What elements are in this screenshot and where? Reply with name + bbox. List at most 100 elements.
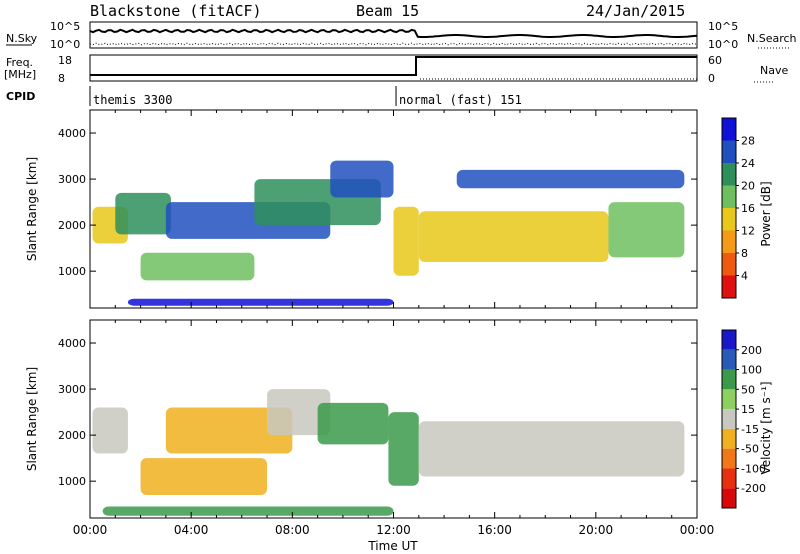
colorbar-segment bbox=[722, 118, 736, 141]
colorbar-tick-label: 200 bbox=[741, 344, 762, 357]
colorbar-tick-label: -50 bbox=[741, 443, 759, 456]
nsearch-tick-bottom: 10^0 bbox=[708, 38, 738, 51]
colorbar-segment bbox=[722, 409, 736, 429]
cpid-segment-label: normal (fast) 151 bbox=[399, 93, 522, 107]
colorbar-tick-label: 12 bbox=[741, 225, 755, 238]
colorbar-tick-label: 24 bbox=[741, 157, 755, 170]
freq-unit-label: [MHz] bbox=[4, 68, 36, 81]
nsky-trace bbox=[89, 28, 698, 46]
x-tick-label: 08:00 bbox=[275, 523, 310, 537]
y-tick-label: 3000 bbox=[58, 173, 86, 186]
nsky-line bbox=[89, 28, 698, 38]
cpid-segment-label: themis 3300 bbox=[93, 93, 172, 107]
echo-band bbox=[418, 211, 609, 262]
colorbar-tick-label: -200 bbox=[741, 482, 766, 495]
nsky-tick-bottom: 10^0 bbox=[50, 38, 80, 51]
colorbar-segment bbox=[722, 369, 736, 390]
colorbar-tick-label: 20 bbox=[741, 180, 755, 193]
echo-band bbox=[140, 252, 255, 281]
echo-band bbox=[330, 160, 394, 198]
colorbar-tick-label: -15 bbox=[741, 423, 759, 436]
colorbar-segment bbox=[722, 468, 736, 489]
colorbar-frame bbox=[721, 329, 737, 509]
echo-band bbox=[115, 192, 171, 235]
freq-tick-bottom: 8 bbox=[58, 72, 65, 85]
nsearch-line bbox=[89, 42, 698, 46]
x-tick-label: 16:00 bbox=[477, 523, 512, 537]
colorbar-segment bbox=[722, 275, 736, 298]
radar-title: Blackstone (fitACF) bbox=[90, 2, 262, 20]
beam-label: Beam 15 bbox=[356, 2, 419, 20]
colorbar-segment bbox=[722, 230, 736, 253]
x-axis-label: Time UT bbox=[367, 539, 418, 553]
colorbar-segment bbox=[722, 389, 736, 410]
power-axes: 1000 2000 3000 4000 bbox=[58, 110, 698, 308]
colorbar-segment bbox=[722, 208, 736, 231]
nsky-label: N.Sky bbox=[6, 32, 38, 45]
echo-band bbox=[127, 298, 394, 306]
y-tick-label: 3000 bbox=[58, 383, 86, 396]
colorbar-tick-label: 50 bbox=[741, 383, 755, 396]
colorbar-tick-label: -100 bbox=[741, 462, 766, 475]
echo-band bbox=[608, 202, 685, 258]
cpid-row: themis 3300 normal (fast) 151 bbox=[89, 86, 522, 107]
colorbar-segment bbox=[722, 349, 736, 370]
velocity-echoes bbox=[92, 389, 685, 516]
colorbar-tick-label: 28 bbox=[741, 135, 755, 148]
colorbar-tick-label: 16 bbox=[741, 202, 755, 215]
echo-band bbox=[393, 206, 419, 276]
echo-band bbox=[388, 412, 419, 486]
y-tick-label: 4000 bbox=[58, 127, 86, 140]
nave-tick-bottom: 0 bbox=[708, 72, 715, 85]
x-tick-label: 00:00 bbox=[73, 523, 108, 537]
velocity-ylabel: Slant Range [km] bbox=[25, 367, 39, 471]
freq-trace bbox=[90, 56, 697, 76]
colorbar-segment bbox=[722, 163, 736, 186]
colorbar-segment bbox=[722, 253, 736, 276]
nave-label: Nave bbox=[760, 64, 788, 77]
colorbar-segment bbox=[722, 330, 736, 350]
date-label: 24/Jan/2015 bbox=[586, 2, 685, 20]
colorbar-tick-label: 8 bbox=[741, 247, 748, 260]
y-tick-label: 2000 bbox=[58, 429, 86, 442]
colorbar-segment bbox=[722, 428, 736, 449]
nave-tick-top: 60 bbox=[708, 54, 722, 67]
velocity-colorbar: 200 100 50 15 -15 -50 -100 -200 bbox=[721, 329, 766, 509]
freq-panel bbox=[89, 54, 698, 82]
colorbar-tick-label: 100 bbox=[741, 364, 762, 377]
freq-label: Freq. bbox=[6, 56, 33, 69]
power-echoes bbox=[92, 160, 685, 306]
x-tick-label: 12:00 bbox=[376, 523, 411, 537]
echo-band bbox=[165, 407, 293, 454]
colorbar-tick-label: 4 bbox=[741, 270, 748, 283]
nsearch-tick-top: 10^5 bbox=[708, 20, 738, 33]
power-panel: 1000 2000 3000 4000 Slant Range [km] bbox=[25, 109, 698, 309]
y-tick-label: 4000 bbox=[58, 337, 86, 350]
velocity-axes: 1000 2000 3000 4000 00:00 04:00 08:00 12:00 16:0… bbox=[58, 320, 714, 537]
echo-band bbox=[92, 407, 128, 454]
nsearch-label: N.Search bbox=[747, 32, 797, 45]
power-colorbar: 4 8 12 16 20 24 28 bbox=[721, 117, 755, 299]
velocity-colorbar-label: Velocity [m s⁻¹] bbox=[759, 381, 773, 474]
nsky-tick-top: 10^5 bbox=[50, 20, 80, 33]
cpid-label: CPID bbox=[6, 90, 35, 103]
y-tick-label: 1000 bbox=[58, 475, 86, 488]
colorbar-tick-label: 15 bbox=[741, 403, 755, 416]
x-tick-label: 04:00 bbox=[174, 523, 209, 537]
velocity-panel: 1000 2000 3000 4000 00:00 04:00 08:00 12:00 16:0… bbox=[25, 319, 714, 537]
echo-band bbox=[102, 506, 394, 516]
x-tick-label: 00:00 bbox=[680, 523, 715, 537]
colorbar-segment bbox=[722, 448, 736, 469]
y-tick-label: 1000 bbox=[58, 265, 86, 278]
nsky-panel bbox=[89, 21, 698, 49]
echo-band bbox=[418, 421, 685, 477]
colorbar-segment bbox=[722, 488, 736, 508]
power-ylabel: Slant Range [km] bbox=[25, 157, 39, 261]
freq-tick-top: 18 bbox=[58, 54, 72, 67]
colorbar-segment bbox=[722, 185, 736, 208]
echo-band bbox=[267, 389, 331, 436]
echo-band bbox=[456, 169, 685, 189]
y-tick-label: 2000 bbox=[58, 219, 86, 232]
echo-band bbox=[140, 458, 268, 495]
